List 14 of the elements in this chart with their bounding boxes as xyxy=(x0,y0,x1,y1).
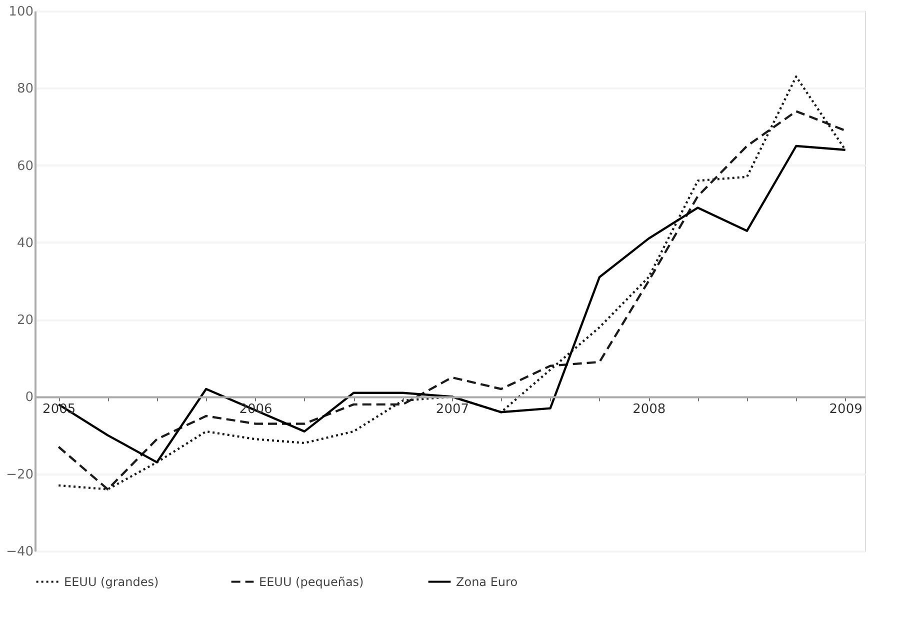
y-tick-label: 100 xyxy=(8,4,34,20)
x-tick-label: 2007 xyxy=(436,402,470,418)
legend-label: EEUU (grandes) xyxy=(64,574,159,589)
y-tick-label: 20 xyxy=(16,313,34,328)
y-tick-label: 60 xyxy=(16,158,34,174)
x-tick-label: 2009 xyxy=(829,402,862,418)
y-tick-label: 80 xyxy=(16,82,34,97)
y-tick-label: −20 xyxy=(6,467,34,482)
legend-label: Zona Euro xyxy=(456,574,518,589)
y-tick-label: −40 xyxy=(6,544,34,560)
y-tick-label: 40 xyxy=(16,236,34,251)
legend-label: EEUU (pequeñas) xyxy=(259,574,364,589)
x-tick-label: 2008 xyxy=(632,402,666,418)
y-tick-label: 0 xyxy=(25,390,34,406)
